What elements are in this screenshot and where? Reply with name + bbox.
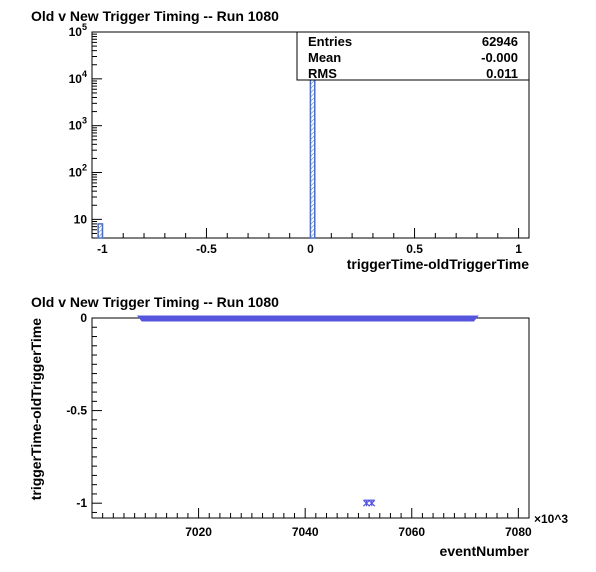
x-multiplier-label: ×10^3 <box>534 512 568 526</box>
x-tick-label: 1 <box>515 242 522 256</box>
histogram-title: Old v New Trigger Timing -- Run 1080 <box>31 8 279 24</box>
y-tick-label: 102 <box>69 163 87 180</box>
stats-value: 62946 <box>482 34 518 49</box>
scatter-frame <box>91 317 530 519</box>
scatter-title: Old v New Trigger Timing -- Run 1080 <box>31 294 279 310</box>
marker-band <box>136 315 479 322</box>
scatter-point <box>368 499 376 507</box>
histogram-x-axis-title: triggerTime-oldTriggerTime <box>347 256 530 272</box>
x-tick-label: 7060 <box>398 525 425 539</box>
stats-label: RMS <box>308 66 337 81</box>
y-tick-label: 105 <box>69 22 87 39</box>
x-tick-label: -1 <box>97 242 108 256</box>
scatter-y-axis-title: triggerTime-oldTriggerTime <box>28 318 44 501</box>
histogram-axes: -1 -0.5 0 0.5 1 10 102 103 104 105 <box>69 22 523 256</box>
stats-value: -0.000 <box>481 50 518 65</box>
scatter-panel: Old v New Trigger Timing -- Run 1080 702… <box>28 294 568 559</box>
stats-label: Mean <box>308 50 341 65</box>
scatter-x-axis-title: eventNumber <box>440 543 530 559</box>
scatter-marks <box>136 315 479 507</box>
y-tick-label: -0.5 <box>66 404 87 418</box>
stats-value: 0.011 <box>486 66 518 81</box>
x-tick-label: 0.5 <box>406 242 423 256</box>
y-tick-label: -1 <box>76 496 87 510</box>
stats-box: Entries 62946 Mean -0.000 RMS 0.011 <box>296 31 530 81</box>
histogram-bar <box>97 223 104 239</box>
scatter-axes: 7020 7040 7060 7080 0 -0.5 -1 <box>66 311 532 539</box>
x-tick-label: 0 <box>307 242 314 256</box>
scatter-point <box>363 499 370 507</box>
y-tick-label: 104 <box>69 69 87 86</box>
stats-box-frame <box>296 31 530 81</box>
y-tick-label: 103 <box>69 116 87 133</box>
x-tick-label: 7040 <box>292 525 319 539</box>
histogram-bins <box>97 40 316 239</box>
y-tick-label: 10 <box>74 212 88 226</box>
x-tick-label: 7020 <box>185 525 212 539</box>
y-tick-label: 0 <box>80 311 87 325</box>
stats-label: Entries <box>308 34 352 49</box>
x-tick-label: 7080 <box>505 525 532 539</box>
x-tick-label: -0.5 <box>196 242 217 256</box>
histogram-panel: Old v New Trigger Timing -- Run 1080 -1-… <box>31 8 530 272</box>
